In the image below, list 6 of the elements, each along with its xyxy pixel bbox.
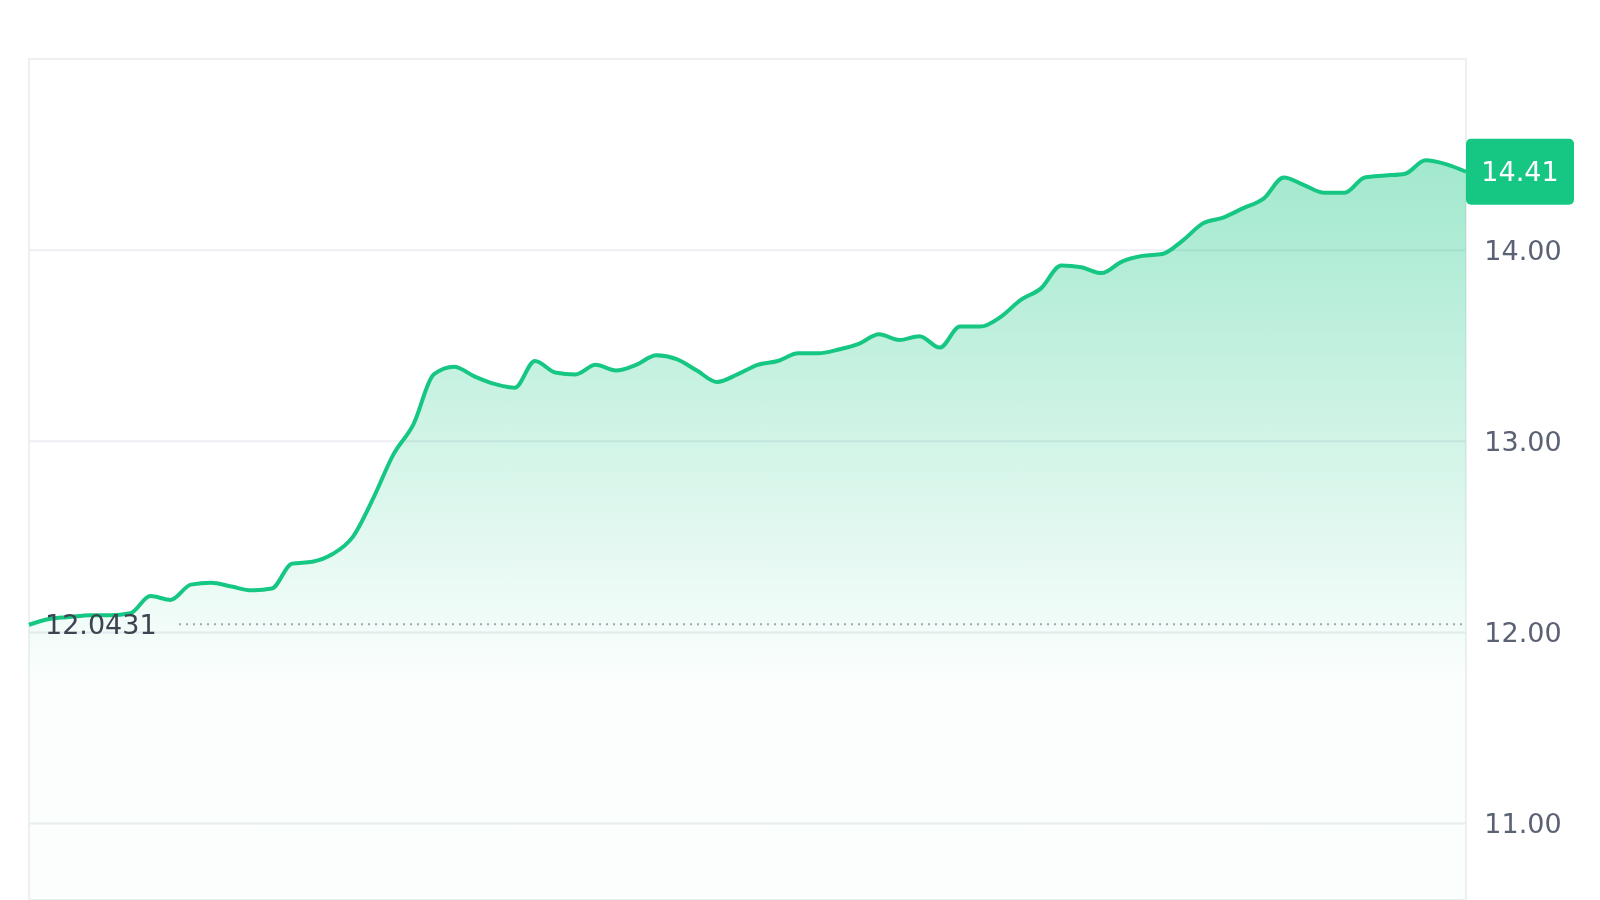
- y-tick-label: 12.00: [1484, 616, 1562, 648]
- ref-line-label: 12.0431: [45, 608, 157, 640]
- text: 14.41: [1481, 156, 1559, 188]
- y-tick-label: 11.00: [1484, 808, 1562, 839]
- y-tick-label: 14.00: [1484, 234, 1562, 266]
- y-tick-label: 13.00: [1484, 425, 1562, 457]
